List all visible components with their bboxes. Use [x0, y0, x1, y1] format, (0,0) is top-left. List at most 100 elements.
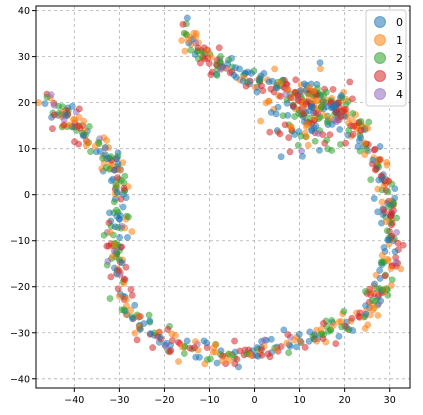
- legend-label-0: 0: [396, 16, 403, 29]
- scatter-point-series-4: [118, 222, 126, 230]
- scatter-point-series-3: [285, 134, 293, 142]
- scatter-point-series-0: [118, 259, 126, 267]
- scatter-point-series-2: [378, 259, 386, 267]
- scatter-point-series-4: [393, 228, 400, 236]
- scatter-point-series-1: [116, 166, 124, 174]
- scatter-point-series-1: [382, 218, 390, 226]
- scatter-point-series-1: [271, 65, 279, 73]
- scatter-point-series-2: [106, 295, 114, 302]
- scatter-point-series-0: [79, 132, 87, 140]
- scatter-point-series-2: [279, 112, 287, 120]
- scatter-point-series-0: [391, 248, 399, 255]
- scatter-point-series-3: [60, 121, 68, 129]
- y-tick-label: −40: [10, 374, 30, 385]
- scatter-point-series-0: [113, 155, 121, 163]
- scatter-point-series-3: [236, 347, 244, 355]
- scatter-point-series-2: [121, 172, 129, 180]
- scatter-point-series-2: [125, 213, 132, 221]
- scatter-point-series-2: [107, 153, 115, 160]
- scatter-point-series-1: [290, 336, 298, 344]
- scatter-point-series-2: [55, 102, 63, 110]
- scatter-point-series-2: [372, 297, 380, 305]
- scatter-point-series-2: [110, 198, 118, 206]
- scatter-point-series-0: [106, 209, 113, 217]
- scatter-point-series-0: [136, 325, 144, 333]
- scatter-point-series-1: [397, 265, 405, 273]
- scatter-point-series-2: [309, 333, 317, 340]
- scatter-point-series-1: [175, 358, 182, 365]
- scatter-point-series-3: [194, 44, 202, 52]
- scatter-point-series-1: [287, 123, 295, 131]
- scatter-point-series-2: [87, 148, 94, 155]
- x-tick-label: 20: [339, 395, 351, 406]
- scatter-point-series-0: [224, 60, 232, 68]
- scatter-point-series-0: [267, 108, 275, 116]
- scatter-point-series-1: [203, 48, 211, 55]
- scatter-point-series-3: [179, 20, 187, 28]
- scatter-point-series-1: [313, 337, 321, 345]
- scatter-point-series-3: [267, 85, 275, 93]
- scatter-point-series-0: [332, 101, 340, 109]
- scatter-point-series-1: [297, 338, 305, 346]
- scatter-point-series-0: [277, 153, 285, 161]
- x-tick-label: −20: [154, 395, 174, 406]
- scatter-point-series-3: [231, 337, 238, 345]
- scatter-point-series-1: [109, 253, 116, 260]
- x-tick-label: 10: [294, 395, 306, 406]
- scatter-point-series-0: [253, 88, 261, 96]
- scatter-point-series-4: [104, 257, 112, 265]
- scatter-point-series-1: [131, 329, 139, 337]
- scatter-point-series-3: [166, 348, 174, 356]
- scatter-point-series-1: [212, 348, 220, 356]
- axes-frame: [35, 5, 411, 389]
- scatter-point-series-0: [391, 194, 399, 202]
- scatter-point-series-0: [338, 92, 345, 99]
- scatter-point-series-2: [323, 118, 331, 126]
- scatter-point-series-2: [213, 72, 221, 79]
- scatter-point-series-3: [370, 146, 378, 154]
- scatter-point-series-0: [362, 310, 370, 318]
- scatter-point-series-2: [100, 231, 108, 239]
- scatter-point-series-1: [361, 151, 369, 158]
- scatter-point-series-3: [394, 239, 402, 247]
- legend: 0 1 2 3 4: [365, 9, 407, 107]
- scatter-point-series-0: [376, 266, 384, 274]
- scatter-point-series-2: [322, 88, 330, 96]
- scatter-point-series-0: [316, 146, 323, 154]
- scatter-point-series-2: [291, 113, 299, 120]
- scatter-point-series-3: [149, 344, 157, 351]
- scatter-point-series-1: [305, 92, 313, 100]
- scatter-point-series-3: [196, 59, 204, 67]
- scatter-point-series-1: [317, 65, 324, 73]
- legend-label-1: 1: [396, 34, 403, 47]
- scatter-point-series-2: [180, 29, 188, 37]
- scatter-point-series-1: [178, 343, 186, 351]
- y-tick-label: 30: [18, 52, 30, 63]
- scatter-point-series-3: [357, 126, 365, 134]
- scatter-point-series-4: [217, 65, 225, 73]
- scatter-point-series-3: [49, 125, 56, 133]
- scatter-point-series-1: [303, 121, 311, 128]
- legend-marker-2: [374, 52, 386, 64]
- scatter-point-series-2: [112, 181, 120, 189]
- scatter-point-series-1: [387, 265, 395, 272]
- scatter-point-series-0: [274, 103, 282, 111]
- scatter-point-series-2: [388, 276, 396, 284]
- scatter-point-series-0: [111, 166, 118, 174]
- scatter-point-series-3: [201, 55, 208, 63]
- scatter-point-series-1: [192, 338, 199, 346]
- scatter-point-series-3: [349, 130, 357, 138]
- legend-label-4: 4: [396, 88, 403, 101]
- scatter-point-series-3: [284, 331, 292, 339]
- scatter-point-series-0: [380, 244, 388, 251]
- scatter-point-series-3: [128, 291, 136, 299]
- scatter-point-series-3: [190, 344, 198, 352]
- scatter-point-series-0: [257, 72, 265, 80]
- scatter-point-series-1: [364, 124, 372, 132]
- scatter-point-series-3: [113, 174, 121, 182]
- scatter-point-series-3: [372, 166, 380, 173]
- scatter-point-series-1: [378, 198, 386, 206]
- x-tick-label: −10: [199, 395, 219, 406]
- scatter-point-series-4: [162, 342, 169, 350]
- scatter-point-series-3: [287, 94, 294, 102]
